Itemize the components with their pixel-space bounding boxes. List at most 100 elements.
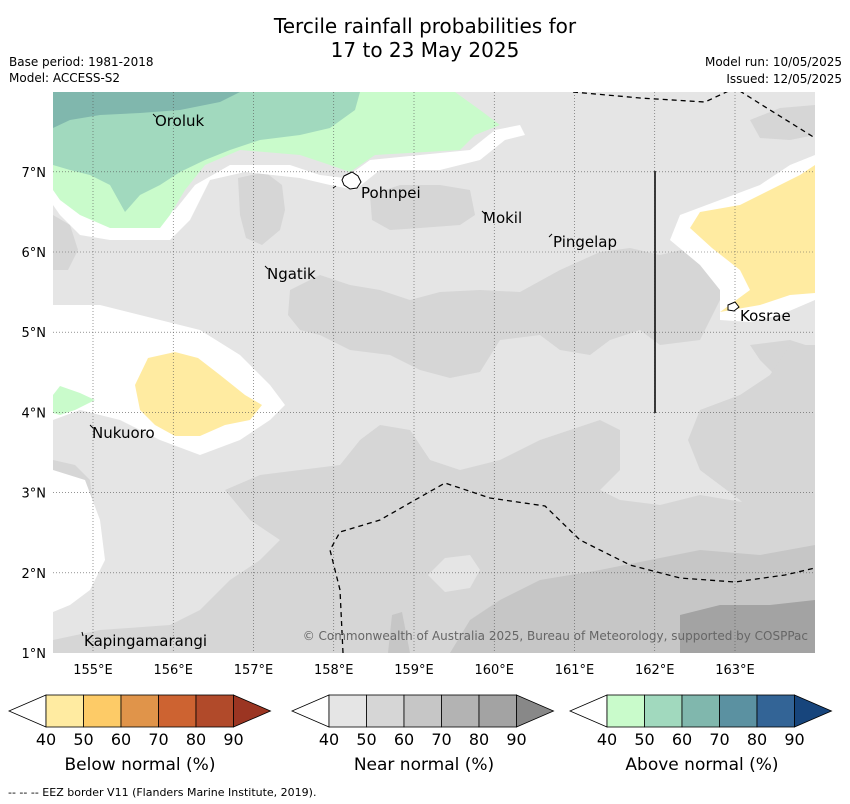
colorbar-tick-label: 70 [148,730,168,749]
below-normal-40-field [690,165,815,312]
colorbar-tick-label: 90 [506,730,526,749]
nukuoro-marker-icon [89,424,94,429]
place-label-kosrae: Kosrae [740,307,791,325]
map-gridlines [53,92,815,653]
longitude-tick-label: 157°E [234,663,274,678]
latitude-tick-label: 5°N [22,326,47,341]
issued-text: Issued: 12/05/2025 [726,72,842,86]
near-normal-60-field [388,612,410,653]
place-label-kapingamarangi: Kapingamarangi [84,632,207,650]
colorbar-tick-label: 80 [469,730,489,749]
colorbar-right-arrow [794,694,833,728]
colorbar-tick-label: 60 [111,730,131,749]
mokil-marker-icon [481,210,486,215]
colorbar-tick-label: 60 [394,730,414,749]
probability-fields [53,92,815,653]
colorbar-segment [441,694,480,728]
colorbar-segment [606,694,645,728]
longitude-tick-label: 160°E [474,663,514,678]
colorbar-segment [719,694,758,728]
colorbar-segment [644,694,683,728]
colorbar-segment [681,694,720,728]
longitude-labels: 155°E 156°E 157°E 158°E 159°E 160°E 161°E 162°E… [73,663,755,678]
colorbar-tick-label: 80 [186,730,206,749]
near-normal-50-field [53,215,78,270]
colorbar-tick-label: 60 [672,730,692,749]
atoll-markers [81,113,553,637]
colorbar-tick-label: 40 [319,730,339,749]
legend-label-below-normal: Below normal (%) [64,755,216,775]
colorbar-segment [403,694,442,728]
colorbar-left-arrow [290,694,330,728]
near-normal-50-field [238,172,285,245]
place-label-oroluk: Oroluk [155,112,204,130]
colorbar-segment [158,694,197,728]
colorbar-tick-label: 40 [597,730,617,749]
colorbar-segment [756,694,795,728]
pohnpei-island-icon [341,171,362,190]
eez-border [572,92,815,139]
colorbar-near-normal: 40 50 60 70 80 90 [290,694,555,749]
longitude-tick-label: 163°E [715,663,755,678]
above-normal-40-field [53,386,95,415]
colorbar-left-arrow [7,694,47,728]
colorbar-tick-label: 70 [431,730,451,749]
near-normal-50-field [688,345,815,520]
place-label-nukuoro: Nukuoro [92,424,155,442]
longitude-tick-label: 158°E [314,663,354,678]
oroluk-marker-icon [152,113,157,118]
eez-border [329,482,815,653]
colorbar-tick-label: 40 [36,730,56,749]
no-dominant-region [53,470,105,612]
latitude-labels: 1°N 2°N 3°N 4°N 5°N 6°N 7°N [22,166,47,662]
eez-borders [329,92,815,653]
base-period-text: Base period: 1981-2018 [9,55,154,69]
latitude-tick-label: 3°N [22,487,47,502]
place-label-mokil: Mokil [483,209,522,227]
colorbar-segment [195,694,234,728]
latitude-tick-label: 4°N [22,406,47,421]
longitude-tick-label: 155°E [73,663,113,678]
colorbar-tick-label: 50 [73,730,93,749]
longitude-tick-label: 161°E [555,663,595,678]
above-normal-60-field [53,92,240,128]
model-run-text: Model run: 10/05/2025 [704,55,842,69]
ngatik-marker-icon [264,265,269,270]
longitude-tick-label: 156°E [153,663,193,678]
map-title-line2: 17 to 23 May 2025 [330,38,520,62]
colorbar-segment [478,694,517,728]
colorbar-tick-label: 80 [747,730,767,749]
near-normal-50-field [750,105,815,140]
colorbar-right-arrow [516,694,555,728]
latitude-tick-label: 1°N [22,647,47,662]
legend-label-above-normal: Above normal (%) [625,755,779,775]
longitude-tick-label: 162°E [635,663,675,678]
map-title-line1: Tercile rainfall probabilities for [273,14,577,38]
colorbar-segment [366,694,405,728]
place-label-ngatik: Ngatik [267,265,316,283]
colorbar-tick-label: 90 [784,730,804,749]
kosrae-island-icon [727,301,740,312]
place-label-pohnpei: Pohnpei [361,184,421,202]
longitude-tick-label: 159°E [394,663,434,678]
colorbar-legends: 40 50 60 70 80 90 40 50 60 70 80 90 40 50 60 70 80 90 [7,694,833,749]
eez-footnote: -- -- -- EEZ border V11 (Flanders Marine… [8,786,317,799]
latitude-tick-label: 2°N [22,567,47,582]
colorbar-tick-label: 50 [356,730,376,749]
colorbar-segment [120,694,159,728]
colorbar-tick-label: 70 [709,730,729,749]
colorbar-segment [45,694,84,728]
near-normal-40-patch [428,555,480,592]
colorbar-segment [83,694,122,728]
colorbar-left-arrow [568,694,608,728]
islet-marker-icon [332,185,337,189]
legend-label-near-normal: Near normal (%) [353,755,495,775]
colorbar-below-normal: 40 50 60 70 80 90 [7,694,272,749]
place-label-pingelap: Pingelap [553,233,617,251]
kapingamarangi-marker-icon [81,631,84,637]
model-text: Model: ACCESS-S2 [9,71,121,85]
colorbar-tick-label: 50 [634,730,654,749]
near-normal-70-field [680,600,815,653]
pingelap-marker-icon [548,233,553,238]
